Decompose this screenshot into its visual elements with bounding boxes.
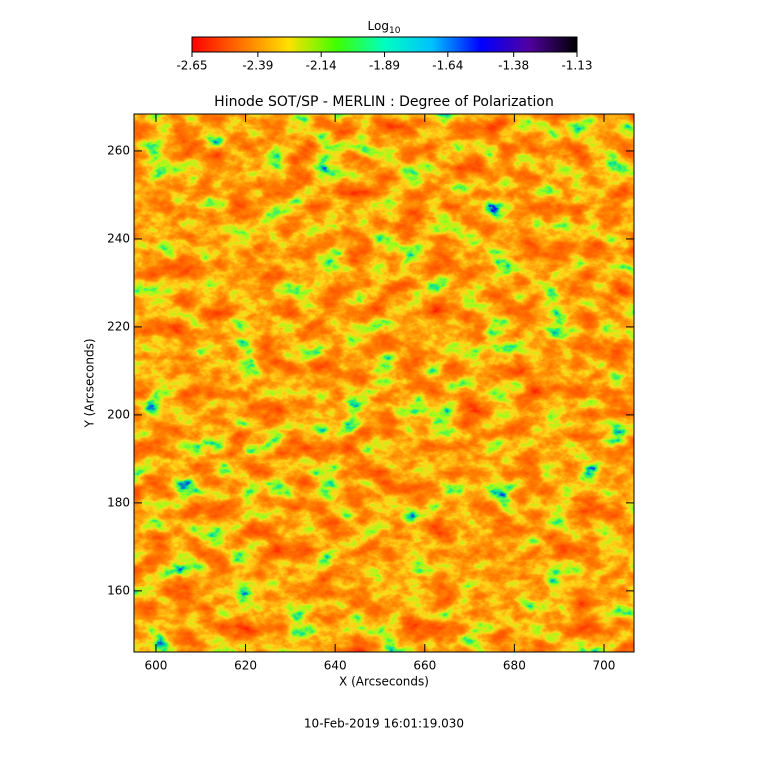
colorbar-tick-label: -1.89 <box>369 59 400 73</box>
x-axis-label: X (Arcseconds) <box>339 675 429 689</box>
colorbar-label: Log10 <box>368 19 401 36</box>
y-tick-label: 160 <box>107 583 130 597</box>
y-tick-label: 220 <box>107 319 130 333</box>
colorbar-tick-label: -2.65 <box>176 59 207 73</box>
y-tick-label: 200 <box>107 407 130 421</box>
y-tick-label: 240 <box>107 231 130 245</box>
chart-title: Hinode SOT/SP - MERLIN : Degree of Polar… <box>214 94 554 110</box>
colorbar-tick-label: -1.38 <box>498 59 529 73</box>
y-axis-label: Y (Arcseconds) <box>83 338 97 428</box>
footer-timestamp: 10-Feb-2019 16:01:19.030 <box>304 717 464 731</box>
colorbar-tick-label: -2.39 <box>242 59 273 73</box>
colorbar-tick-label: -1.64 <box>432 59 463 73</box>
x-tick-label: 620 <box>234 659 257 673</box>
colorbar <box>191 36 578 53</box>
colorbar-tick-label: -1.13 <box>561 59 592 73</box>
colorbar-tick-label: -2.14 <box>306 59 337 73</box>
plot-frame <box>133 113 635 653</box>
y-tick-label: 180 <box>107 495 130 509</box>
x-tick-label: 640 <box>324 659 347 673</box>
x-tick-label: 660 <box>413 659 436 673</box>
x-tick-label: 600 <box>145 659 168 673</box>
x-tick-label: 700 <box>593 659 616 673</box>
x-tick-label: 680 <box>503 659 526 673</box>
polarization-image <box>134 114 634 652</box>
y-tick-label: 260 <box>107 143 130 157</box>
